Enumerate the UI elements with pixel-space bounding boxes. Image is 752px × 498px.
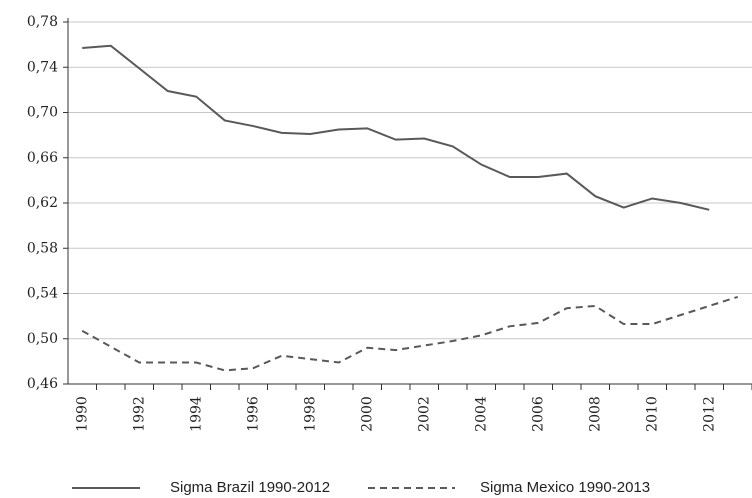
x-tick-label: 2010 — [644, 396, 660, 432]
y-tick-label: 0,58 — [27, 240, 58, 256]
x-tick-label: 1994 — [188, 396, 204, 432]
x-tick-label: 1998 — [302, 396, 318, 432]
x-tick-label: 2000 — [359, 396, 375, 432]
legend-label: Sigma Mexico 1990-2013 — [480, 479, 650, 496]
y-tick-label: 0,62 — [27, 195, 58, 211]
y-tick-label: 0,70 — [27, 105, 58, 121]
x-tick-label: 1990 — [74, 396, 90, 432]
line-series — [82, 44, 710, 211]
x-tick-label: 2004 — [473, 396, 489, 432]
y-tick-label: 0,78 — [27, 14, 58, 30]
x-tick-label: 1992 — [131, 396, 147, 432]
x-tick-label: 2006 — [530, 396, 546, 432]
y-tick-label: 0,50 — [27, 331, 58, 347]
y-tick-label: 0,54 — [27, 286, 58, 302]
legend-label: Sigma Brazil 1990-2012 — [170, 479, 330, 496]
x-tick-label: 2012 — [701, 396, 717, 432]
line-series — [81, 295, 739, 372]
y-tick-label: 0,66 — [27, 150, 58, 166]
y-tick-label: 0,74 — [27, 59, 58, 75]
y-tick-label: 0,46 — [27, 376, 58, 392]
x-tick-label: 2002 — [416, 396, 432, 432]
x-tick-label: 1996 — [245, 396, 261, 432]
x-tick-label: 2008 — [587, 396, 603, 432]
